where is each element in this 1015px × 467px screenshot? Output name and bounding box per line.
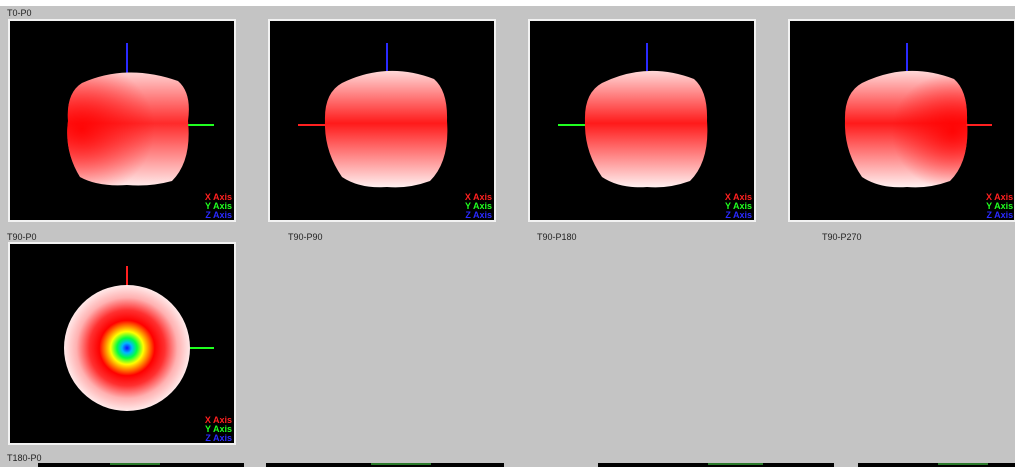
legend-y-axis: Y Axis (204, 424, 232, 434)
legend-x-axis: X Axis (724, 192, 752, 202)
legend-z-axis: Z Axis (205, 433, 232, 443)
legend-y-axis: Y Axis (204, 201, 232, 211)
pattern-plot (67, 43, 214, 186)
axis-legend: X Axis Y Axis Z Axis (205, 416, 232, 443)
pattern-view-t90-p180[interactable]: X Axis Y Axis Z Axis (528, 19, 756, 222)
legend-x-axis: X Axis (464, 192, 492, 202)
legend-x-axis: X Axis (204, 415, 232, 425)
pattern-view-t0-p0[interactable]: X Axis Y Axis Z Axis (8, 19, 236, 222)
pattern-plot (558, 43, 708, 188)
pattern-plot (298, 43, 448, 188)
legend-x-axis: X Axis (986, 192, 1014, 202)
pattern-plot (64, 266, 214, 411)
radiation-lobe (584, 70, 708, 188)
legend-z-axis: Z Axis (986, 210, 1014, 220)
axis-legend: X Axis Y Axis Z Axis (465, 193, 492, 220)
caption-t90-p90: T90-P90 (288, 232, 323, 242)
next-row-view-1 (38, 463, 244, 467)
legend-x-axis: X Axis (204, 192, 232, 202)
caption-t90-p270: T90-P270 (822, 232, 862, 242)
top-divider (0, 0, 1015, 6)
legend-y-axis: Y Axis (464, 201, 492, 211)
legend-y-axis: Y Axis (986, 201, 1014, 211)
pattern-view-t90-p0[interactable]: X Axis Y Axis Z Axis (8, 242, 236, 445)
legend-z-axis: Z Axis (725, 210, 752, 220)
axis-legend: X Axis Y Axis Z Axis (986, 193, 1013, 220)
pattern-view-t90-p90[interactable]: X Axis Y Axis Z Axis (268, 19, 496, 222)
radiation-lobe (64, 285, 190, 411)
legend-z-axis: Z Axis (465, 210, 492, 220)
caption-t0-p0: T0-P0 (7, 8, 32, 18)
legend-y-axis: Y Axis (724, 201, 752, 211)
caption-t90-p180: T90-P180 (537, 232, 577, 242)
next-row-view-2 (266, 463, 504, 467)
axis-legend: X Axis Y Axis Z Axis (725, 193, 752, 220)
legend-z-axis: Z Axis (205, 210, 232, 220)
pattern-view-t90-p270[interactable]: X Axis Y Axis Z Axis (788, 19, 1015, 222)
radiation-lobe (324, 70, 448, 188)
caption-t90-p0: T90-P0 (7, 232, 37, 242)
caption-t180-p0: T180-P0 (7, 453, 42, 463)
pattern-plot (844, 43, 992, 188)
axis-legend: X Axis Y Axis Z Axis (205, 193, 232, 220)
next-row-view-3 (598, 463, 834, 467)
next-row-view-4 (858, 463, 1015, 467)
